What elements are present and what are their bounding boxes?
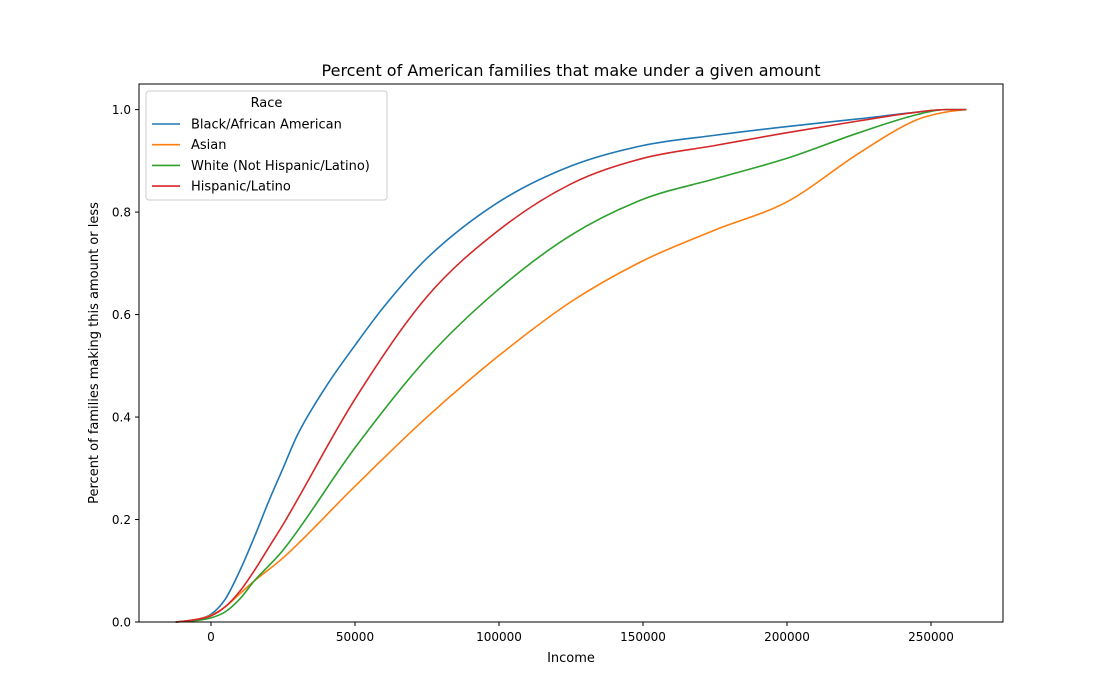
y-axis-label: Percent of families making this amount o… [87,202,102,504]
x-tick-label: 50000 [336,630,374,644]
x-tick-label: 200000 [764,630,810,644]
chart-title: Percent of American families that make u… [322,61,821,80]
y-tick-label: 0.6 [112,308,131,322]
legend-title: Race [251,96,283,111]
series-line-0 [175,108,967,623]
legend-label-3: Hispanic/Latino [191,180,291,195]
legend-label-1: Asian [191,138,226,153]
y-tick-label: 0.0 [112,616,131,630]
x-tick-label: 150000 [620,630,666,644]
x-tick-label: 250000 [908,630,954,644]
x-axis-label: Income [547,651,595,666]
y-tick-label: 0.4 [112,411,131,425]
x-tick-label: 0 [207,630,215,644]
legend: Race Black/African American Asian White (No… [145,90,388,201]
y-tick-label: 0.2 [112,513,131,527]
plot-frame [138,83,1004,623]
series-line-2 [175,108,967,623]
x-tick-label: 100000 [476,630,522,644]
y-tick-label: 1.0 [112,103,131,117]
x-axis: 0 50000 100000 150000 200000 250000 [207,622,954,644]
legend-label-0: Black/African American [191,118,342,133]
y-tick-label: 0.8 [112,206,131,220]
series-line-3 [175,108,967,623]
y-axis: 0.0 0.2 0.4 0.6 0.8 1.0 [112,103,139,630]
legend-box [145,90,388,201]
series-layer [175,108,967,623]
legend-label-2: White (Not Hispanic/Latino) [191,159,370,174]
